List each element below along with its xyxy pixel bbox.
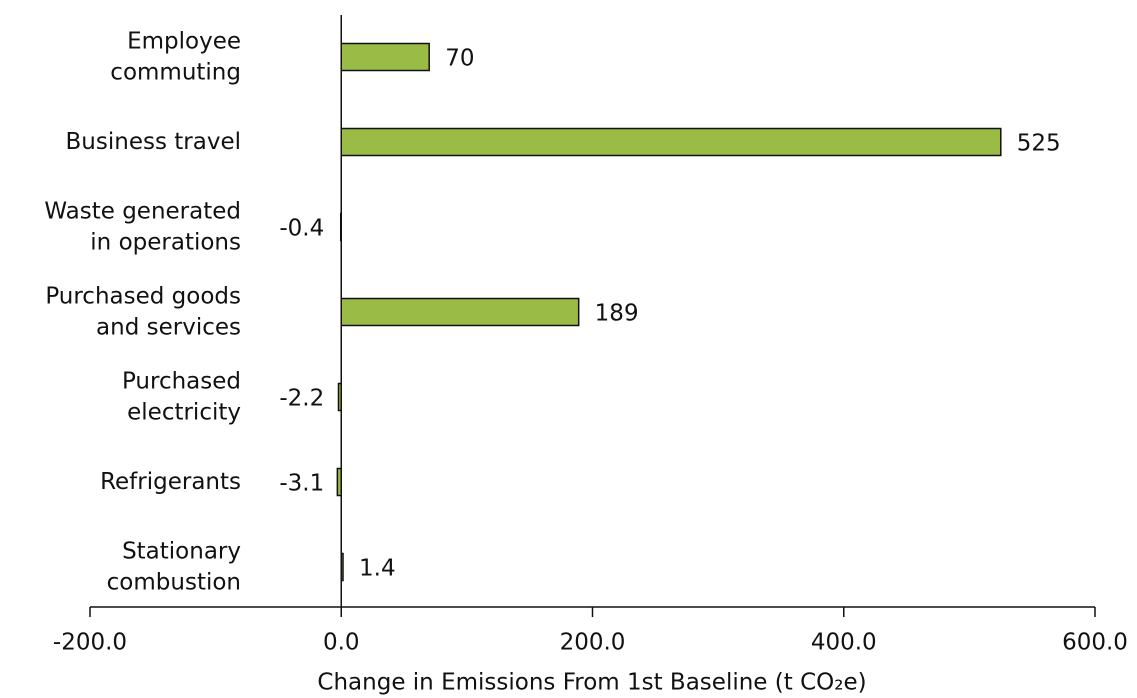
bar (336, 467, 342, 497)
bar (340, 552, 344, 582)
bar (340, 297, 580, 327)
y-tick-label: Business travel (66, 129, 241, 155)
bar (337, 382, 342, 412)
y-tick-label: Purchased goods and services (45, 283, 241, 340)
y-tick-label: Refrigerants (100, 469, 241, 495)
x-tick-label: 200.0 (560, 630, 626, 656)
value-label: 70 (445, 46, 474, 72)
bar (340, 42, 430, 72)
value-label: 189 (595, 301, 639, 327)
x-axis-title: Change in Emissions From 1st Baseline (t… (317, 670, 866, 696)
y-tick-label: Employee commuting (110, 28, 241, 85)
value-label: -3.1 (279, 471, 324, 497)
y-tick-label: Stationary combustion (107, 538, 241, 595)
value-label: -0.4 (279, 216, 324, 242)
value-label: 1.4 (359, 556, 396, 582)
value-label: -2.2 (279, 386, 324, 412)
x-tick-label: -200.0 (53, 630, 127, 656)
x-tick-label: 400.0 (811, 630, 877, 656)
bar (340, 127, 1002, 157)
y-tick-label: Purchased electricity (122, 368, 241, 425)
x-tick-label: 0.0 (323, 630, 360, 656)
y-tick-label: Waste generated in operations (44, 198, 241, 255)
value-label: 525 (1017, 131, 1061, 157)
x-tick-label: 600.0 (1062, 630, 1128, 656)
bar (339, 212, 342, 242)
